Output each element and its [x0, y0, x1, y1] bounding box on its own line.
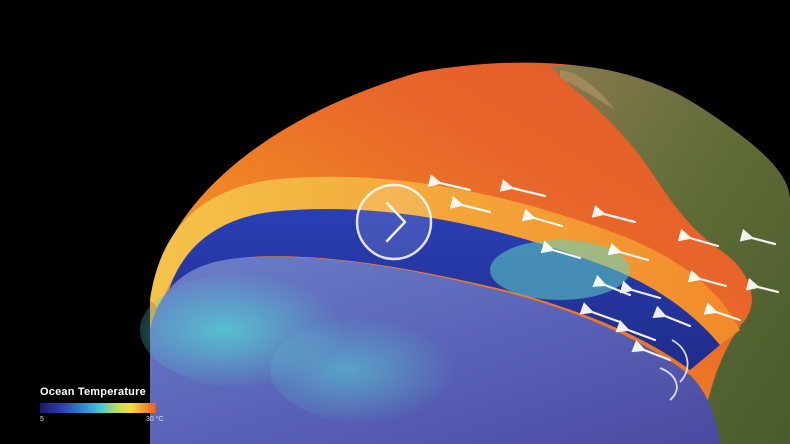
legend-max-label: 30 °C: [146, 416, 164, 423]
ocean-temperature-legend: Ocean Temperature 5 30 °C: [40, 386, 180, 426]
legend-labels: 5 30 °C: [40, 416, 180, 426]
legend-color-scale: [40, 403, 156, 413]
legend-title: Ocean Temperature: [40, 386, 146, 398]
play-icon: [355, 183, 433, 261]
legend-min-label: 5: [40, 416, 44, 423]
play-button[interactable]: [353, 181, 435, 263]
